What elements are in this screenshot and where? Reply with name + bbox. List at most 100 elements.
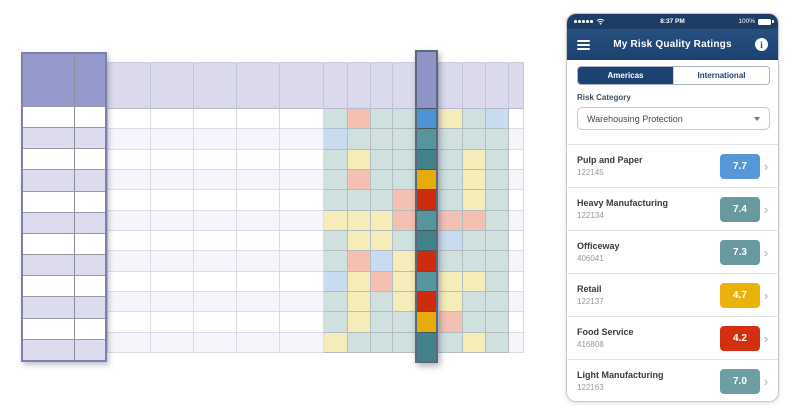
grid-cell xyxy=(194,251,237,272)
grid-cell xyxy=(348,129,371,150)
frozen-row xyxy=(23,296,105,318)
grid-cell xyxy=(108,312,151,333)
frozen-columns-panel xyxy=(21,52,107,362)
grid-cell xyxy=(324,292,348,313)
frozen-row xyxy=(23,211,105,233)
frozen-row xyxy=(23,169,105,191)
chevron-right-icon: › xyxy=(763,287,769,303)
grid-cell xyxy=(324,312,348,333)
grid-cell xyxy=(393,312,416,333)
facility-code: 122134 xyxy=(577,211,604,220)
grid-cell xyxy=(371,149,393,170)
frozen-row xyxy=(23,317,105,339)
grid-cell xyxy=(393,109,416,130)
status-bar: 8:37 PM 100% xyxy=(567,14,778,29)
grid-cell xyxy=(108,231,151,252)
grid-cell xyxy=(108,332,151,353)
selected-column-cell xyxy=(417,168,436,190)
grid-cell xyxy=(324,170,348,191)
grid-cell xyxy=(348,210,371,231)
grid-cell xyxy=(237,129,280,150)
grid-cell xyxy=(348,292,371,313)
grid-cell xyxy=(486,210,509,231)
grid-cell xyxy=(151,332,194,353)
grid-cell xyxy=(324,149,348,170)
rating-list-item[interactable]: Heavy Manufacturing 122134 7.4 › xyxy=(567,187,778,230)
grid-header-cell xyxy=(194,63,237,109)
grid-cell xyxy=(151,170,194,191)
rating-list-item[interactable]: Food Service 416808 4.2 › xyxy=(567,316,778,359)
grid-cell xyxy=(194,231,237,252)
grid-cell xyxy=(280,231,324,252)
grid-cell xyxy=(237,292,280,313)
rating-list-item[interactable]: Light Manufacturing 122163 7.0 › xyxy=(567,359,778,401)
selected-column-cell xyxy=(417,189,436,210)
grid-cell xyxy=(237,190,280,211)
grid-cell xyxy=(393,149,416,170)
rating-list-item[interactable]: Retail 122137 4.7 › xyxy=(567,273,778,316)
grid-cell xyxy=(509,109,524,130)
grid-cell xyxy=(463,149,486,170)
grid-cell xyxy=(486,190,509,211)
grid-cell xyxy=(151,292,194,313)
risk-category-dropdown[interactable]: Warehousing Protection xyxy=(577,107,770,130)
grid-cell xyxy=(371,231,393,252)
grid-cell xyxy=(393,190,416,211)
grid-cell xyxy=(324,190,348,211)
grid-cell xyxy=(237,210,280,231)
grid-cell xyxy=(509,332,524,353)
grid-cell xyxy=(237,149,280,170)
grid-cell xyxy=(237,251,280,272)
grid-cell xyxy=(280,129,324,150)
grid-header-cell xyxy=(509,63,524,109)
dropdown-value: Warehousing Protection xyxy=(587,113,683,124)
grid-cell xyxy=(371,190,393,211)
grid-cell xyxy=(509,251,524,272)
selected-ratings-column xyxy=(415,50,438,363)
grid-cell xyxy=(280,190,324,211)
tab-americas[interactable]: Americas xyxy=(578,67,673,84)
chevron-right-icon: › xyxy=(763,201,769,217)
signal-indicator xyxy=(574,18,605,25)
grid-cell xyxy=(280,251,324,272)
grid-cell xyxy=(371,312,393,333)
grid-cell xyxy=(509,170,524,191)
wifi-icon xyxy=(596,18,604,25)
grid-cell xyxy=(486,231,509,252)
selected-column-cell xyxy=(417,311,436,332)
menu-button[interactable] xyxy=(577,38,590,52)
grid-cell xyxy=(237,109,280,130)
grid-cell xyxy=(108,129,151,150)
score-badge: 7.4 xyxy=(720,196,760,222)
facility-name: Food Service xyxy=(577,327,634,337)
grid-cell xyxy=(194,149,237,170)
frozen-row xyxy=(23,232,105,255)
grid-cell xyxy=(348,312,371,333)
grid-cell xyxy=(439,210,463,231)
grid-cell xyxy=(463,251,486,272)
grid-cell xyxy=(108,170,151,191)
grid-cell xyxy=(324,109,348,130)
grid-cell xyxy=(348,251,371,272)
rating-list-item[interactable]: Pulp and Paper 122145 7.7 › xyxy=(567,144,778,187)
grid-cell xyxy=(280,332,324,353)
grid-cell xyxy=(439,292,463,313)
selected-column-cell xyxy=(417,250,436,271)
info-button[interactable]: i xyxy=(755,38,768,51)
rating-list-item[interactable]: Officeway 406041 7.3 › xyxy=(567,230,778,273)
grid-cell xyxy=(463,210,486,231)
grid-cell xyxy=(439,332,463,353)
grid-cell xyxy=(151,149,194,170)
selected-column-cell xyxy=(417,229,436,251)
grid-header-cell xyxy=(280,63,324,109)
frozen-row xyxy=(23,254,105,276)
grid-cell xyxy=(439,129,463,150)
grid-cell xyxy=(324,231,348,252)
grid-cell xyxy=(393,271,416,292)
grid-cell xyxy=(324,332,348,353)
grid-cell xyxy=(237,271,280,292)
grid-cell xyxy=(439,251,463,272)
facility-code: 122145 xyxy=(577,168,604,177)
tab-international[interactable]: International xyxy=(673,67,769,84)
